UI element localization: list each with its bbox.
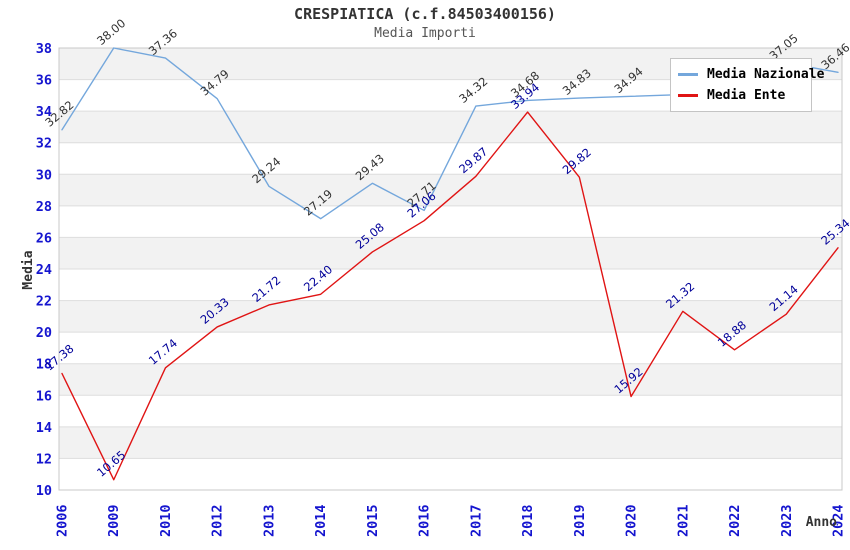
x-tick-label: 2012 [210,504,226,537]
y-tick-label: 10 [36,483,52,499]
plot-band [59,300,842,333]
x-tick-label: 2017 [468,504,484,537]
x-tick-label: 2023 [779,504,795,537]
y-tick-label: 18 [36,357,52,373]
legend-label: Media Ente [707,88,786,103]
series-line-media-ente [61,111,839,481]
y-tick-label: 34 [36,104,52,120]
legend-item-media-nazionale: Media Nazionale [678,64,824,85]
plot-band [59,363,842,396]
x-tick-label: 2022 [727,504,743,537]
legend-dash-blue-icon [678,73,698,76]
legend-item-media-ente: Media Ente [678,85,804,106]
y-tick-label: 20 [36,325,52,341]
legend-dash-red-icon [678,94,698,97]
x-tick-label: 2016 [417,504,433,537]
y-tick-label: 32 [36,136,52,152]
y-tick-label: 22 [36,294,52,310]
chart-subtitle: Media Importi [374,26,476,41]
x-tick-label: 2015 [365,504,381,537]
plot-band [59,111,842,143]
y-tick-label: 36 [36,73,52,89]
chart-legend: Media Nazionale Media Ente [670,58,824,112]
plot-band [59,426,842,459]
x-tick-label: 2019 [572,504,588,537]
legend-label: Media Nazionale [707,67,825,82]
plot-border [58,47,843,491]
x-tick-label: 2024 [831,504,847,537]
x-tick-label: 2009 [106,504,122,537]
y-tick-label: 12 [36,451,52,467]
y-axis-title: Media [21,250,36,290]
data-point-label: 29.82 [560,145,594,177]
y-tick-label: 26 [36,230,52,246]
x-tick-label: 2018 [520,504,536,537]
x-tick-label: 2006 [55,504,71,537]
x-tick-label: 2010 [158,504,174,537]
chart-title: CRESPIATICA (c.f.84503400156) [294,5,556,23]
plot-band [59,174,842,206]
data-point-label: 17.74 [146,336,180,368]
y-tick-label: 28 [36,199,52,215]
y-tick-label: 30 [36,167,52,183]
y-tick-label: 38 [36,41,52,57]
x-axis-title: Anno [805,515,837,530]
y-tick-label: 14 [36,420,52,436]
plot-band [59,237,842,269]
x-tick-label: 2014 [313,504,329,537]
data-point-label: 29.87 [456,144,490,176]
y-tick-label: 24 [36,262,52,278]
x-tick-label: 2013 [261,504,277,537]
data-point-label: 38.00 [94,16,128,48]
x-tick-label: 2021 [675,504,691,537]
y-tick-label: 16 [36,388,52,404]
x-tick-label: 2020 [624,504,640,537]
